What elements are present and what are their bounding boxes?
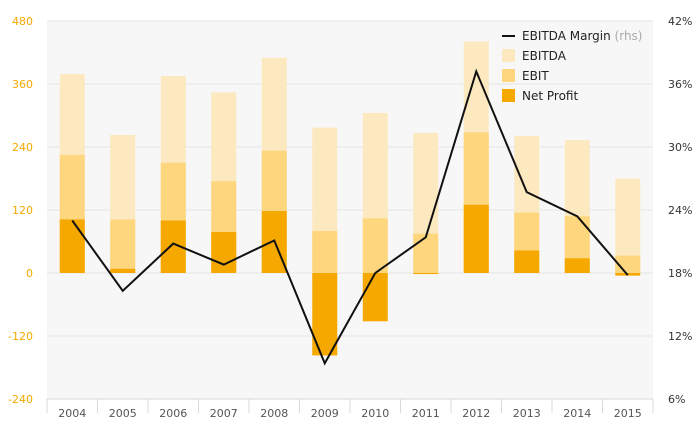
- y-left-tick-label: -120: [8, 330, 33, 343]
- x-tick-label: 2007: [210, 407, 238, 420]
- x-tick-label: 2009: [311, 407, 339, 420]
- bar-net-profit-2010: [362, 273, 388, 322]
- bar-ebit-2009: [312, 231, 338, 273]
- bar-ebit-2005: [110, 219, 136, 273]
- y-left-tick-label: 240: [12, 141, 33, 154]
- legend-swatch-net-profit: [502, 89, 515, 102]
- legend-label-ebitda: EBITDA: [522, 49, 567, 63]
- bar-net-profit-2014: [564, 258, 590, 273]
- x-tick-label: 2008: [260, 407, 288, 420]
- y-right-tick-label: 24%: [668, 204, 692, 217]
- y-right-tick-label: 18%: [668, 267, 692, 280]
- y-left-tick-label: 360: [12, 78, 33, 91]
- y-right-tick-label: 36%: [668, 78, 692, 91]
- y-right-tick-label: 6%: [668, 393, 685, 406]
- x-tick-label: 2015: [614, 407, 642, 420]
- y-left-tick-label: 0: [26, 267, 33, 280]
- bar-net-profit-2013: [514, 250, 540, 273]
- bar-net-profit-2011: [413, 273, 439, 275]
- bar-net-profit-2012: [463, 204, 489, 273]
- legend-swatch-ebit: [502, 69, 515, 82]
- y-left-tick-label: 120: [12, 204, 33, 217]
- y-right-tick-label: 30%: [668, 141, 692, 154]
- x-tick-label: 2011: [412, 407, 440, 420]
- bar-ebit-2011: [413, 233, 439, 273]
- bar-net-profit-2004: [59, 219, 85, 273]
- line-ebitda-margin: [71, 68, 629, 366]
- x-tick-label: 2010: [361, 407, 389, 420]
- bar-net-profit-2005: [110, 268, 136, 273]
- legend-label-ebitda-margin: EBITDA Margin (rhs): [522, 29, 643, 43]
- legend-label-net-profit: Net Profit: [522, 89, 578, 103]
- bar-ebit-2010: [362, 218, 388, 273]
- x-tick-label: 2004: [58, 407, 86, 420]
- x-tick-label: 2013: [513, 407, 541, 420]
- legend-label-rhs-note: (rhs): [615, 29, 643, 43]
- x-tick-label: 2014: [563, 407, 591, 420]
- x-tick-label: 2005: [109, 407, 137, 420]
- y-right-tick-label: 12%: [668, 330, 692, 343]
- legend-label-ebit: EBIT: [522, 69, 549, 83]
- y-right-tick-label: 42%: [668, 15, 692, 28]
- x-tick-label: 2012: [462, 407, 490, 420]
- y-left-tick-label: -240: [8, 393, 33, 406]
- legend-swatch-ebitda: [502, 49, 515, 62]
- y-left-tick-label: 480: [12, 15, 33, 28]
- bar-net-profit-2007: [211, 232, 237, 273]
- x-tick-label: 2006: [159, 407, 187, 420]
